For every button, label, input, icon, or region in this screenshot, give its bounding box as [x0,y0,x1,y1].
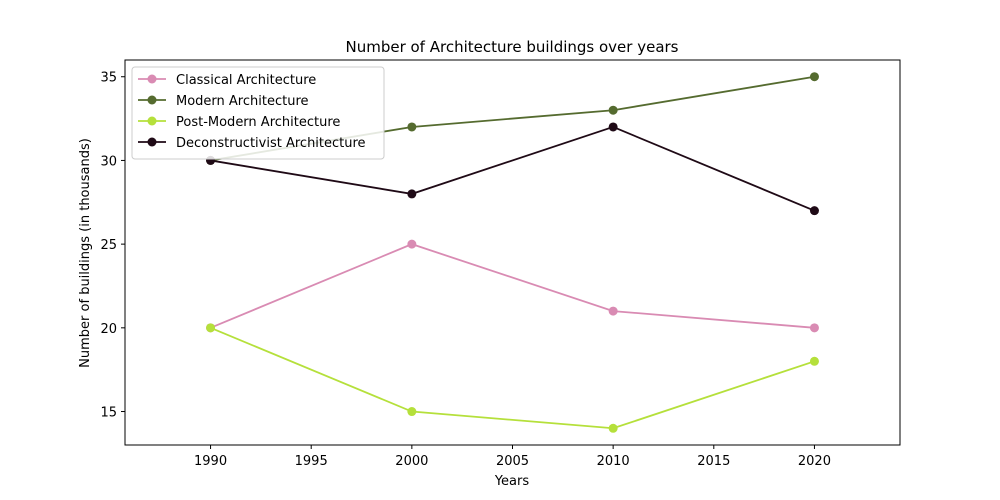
x-tick-label: 2020 [798,454,831,469]
x-tick-label: 2010 [597,454,630,469]
series-line [210,326,815,430]
legend-label: Classical Architecture [176,73,316,88]
data-point [608,306,618,316]
legend-marker [147,116,157,126]
data-point [608,105,618,115]
x-tick-label: 1990 [194,454,227,469]
data-point [809,323,819,333]
legend-label: Modern Architecture [176,94,309,109]
data-point [608,423,618,433]
data-point [809,72,819,82]
legend: Classical Architecture Modern Architectur… [131,66,385,160]
data-point [407,239,417,249]
x-tick-label: 2005 [496,454,529,469]
data-point [407,189,417,199]
legend-marker [147,74,157,84]
series-line [210,125,815,212]
data-point [809,356,819,366]
x-tick-label: 2015 [697,454,730,469]
data-point [407,407,417,417]
y-tick-label: 20 [100,322,117,337]
series-line [210,243,815,329]
x-axis-title: Years [494,474,530,489]
y-tick-label: 25 [100,238,117,253]
legend-label: Post-Modern Architecture [176,115,340,130]
data-point [608,122,618,132]
legend-box [131,66,385,160]
x-tick-label: 2000 [395,454,428,469]
x-tick-label: 1995 [295,454,328,469]
legend-marker [147,137,157,147]
y-tick-label: 35 [100,71,117,86]
legend-label: Deconstructivist Architecture [176,136,366,151]
legend-marker [147,95,157,105]
y-tick-label: 15 [100,406,117,421]
data-point [407,122,417,132]
y-axis-title: Number of buildings (in thousands) [78,138,93,368]
chart-title: Number of Architecture buildings over ye… [345,38,678,56]
data-point [809,206,819,216]
data-point [206,323,216,333]
y-tick-label: 30 [100,154,117,169]
